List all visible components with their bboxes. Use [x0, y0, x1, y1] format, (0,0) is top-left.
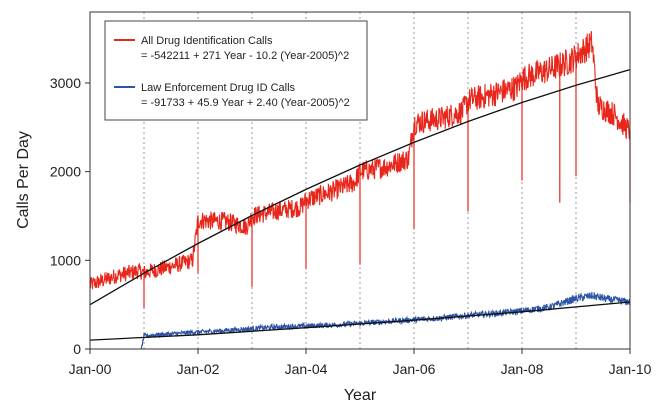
x-tick-label: Jan-02 — [177, 361, 220, 377]
plot-frame — [89, 11, 631, 350]
x-tick-label: Jan-10 — [609, 361, 652, 377]
legend-label-all-drug: All Drug Identification Calls — [141, 35, 273, 47]
legend-equation-all-drug: = -542211 + 271 Year - 10.2 (Year-2005)^… — [141, 50, 349, 62]
legend-box — [104, 20, 368, 121]
x-axis-title: Year — [344, 387, 377, 404]
legend-equation-law-enforcement: = -91733 + 45.9 Year + 2.40 (Year-2005)^… — [141, 97, 350, 109]
y-tick-label: 3000 — [50, 75, 81, 91]
trend-line-1 — [89, 301, 631, 341]
y-tick-label: 1000 — [50, 252, 81, 268]
x-tick-label: Jan-06 — [393, 361, 436, 377]
x-tick-label: Jan-04 — [285, 361, 328, 377]
x-axis: Jan-00 Jan-02 Jan-04 Jan-06 Jan-08 Jan-10 — [69, 349, 652, 377]
x-tick-label: Jan-08 — [501, 361, 544, 377]
trend-line-0 — [89, 68, 631, 306]
trend-lines — [89, 68, 631, 341]
legend: All Drug Identification Calls = -542211 … — [104, 20, 368, 121]
y-axis-title: Calls Per Day — [15, 131, 32, 229]
x-tick-label: Jan-00 — [69, 361, 112, 377]
y-tick-label: 2000 — [50, 164, 81, 180]
y-axis: 0 1000 2000 3000 — [50, 75, 90, 357]
y-tick-label: 0 — [73, 341, 81, 357]
series-line-1 — [90, 291, 631, 350]
legend-label-law-enforcement: Law Enforcement Drug ID Calls — [141, 82, 296, 94]
series-1 — [90, 291, 631, 350]
